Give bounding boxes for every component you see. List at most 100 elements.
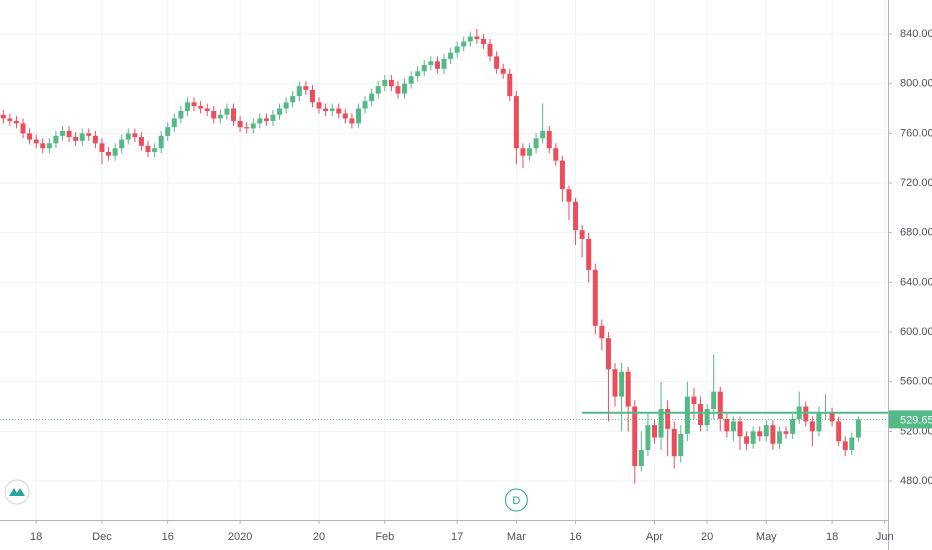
candle-body bbox=[217, 114, 223, 119]
candle-body bbox=[671, 428, 677, 457]
candle-body bbox=[283, 102, 289, 109]
candle-body bbox=[533, 138, 539, 149]
candle-body bbox=[441, 58, 447, 69]
candle-body bbox=[132, 133, 138, 138]
candle-body bbox=[776, 431, 782, 444]
candle-body bbox=[625, 371, 631, 407]
x-tick-label: 20 bbox=[313, 531, 325, 543]
candle-body bbox=[125, 133, 131, 140]
event-marker bbox=[504, 488, 528, 512]
candle-body bbox=[66, 130, 72, 138]
candle-body bbox=[382, 79, 388, 87]
candle-body bbox=[421, 65, 427, 72]
candle-body bbox=[494, 56, 500, 69]
candle-body bbox=[79, 133, 85, 141]
candle-body bbox=[809, 421, 815, 432]
plot bbox=[0, 29, 893, 484]
candle-body bbox=[73, 137, 79, 141]
candle-body bbox=[211, 111, 217, 119]
x-tick-label: Dec bbox=[92, 531, 112, 543]
candle-body bbox=[7, 118, 13, 121]
candle-body bbox=[829, 412, 835, 422]
candle-body bbox=[138, 137, 144, 146]
candle-body bbox=[665, 408, 671, 429]
candle-body bbox=[165, 127, 171, 136]
logo[interactable] bbox=[4, 479, 30, 505]
candle-body bbox=[816, 412, 822, 432]
candle-body bbox=[559, 160, 565, 190]
candle-body bbox=[619, 371, 625, 397]
candle-body bbox=[99, 143, 105, 152]
logo-circle[interactable] bbox=[4, 479, 30, 505]
candle-body bbox=[428, 61, 434, 66]
candle-body bbox=[566, 189, 572, 202]
candle-body bbox=[573, 201, 579, 231]
candle-body bbox=[790, 418, 796, 434]
candle-body bbox=[13, 120, 19, 124]
candle-body bbox=[553, 148, 559, 161]
y-tick-label: 840.00 bbox=[900, 28, 932, 40]
last-price-box bbox=[889, 410, 932, 429]
y-tick-label: 640.00 bbox=[900, 276, 932, 288]
candle-body bbox=[855, 419, 861, 438]
logo-icon[interactable] bbox=[9, 488, 25, 496]
candle-body bbox=[250, 123, 256, 129]
candle-body bbox=[27, 133, 33, 140]
x-tick-label: Jun bbox=[876, 531, 894, 543]
candle-body bbox=[204, 108, 210, 112]
candle-body bbox=[0, 114, 6, 119]
candle-body bbox=[152, 148, 158, 152]
candle-body bbox=[586, 238, 592, 270]
candle-body bbox=[684, 396, 690, 434]
x-tick-label: 2020 bbox=[228, 531, 252, 543]
candle-body bbox=[86, 133, 92, 136]
candle-body bbox=[724, 418, 730, 432]
candle-body bbox=[678, 433, 684, 457]
candle-body bbox=[309, 89, 315, 103]
candle-body bbox=[744, 436, 750, 444]
candle-body bbox=[546, 130, 552, 149]
x-tick-label: 18 bbox=[30, 531, 42, 543]
x-tick-label: 16 bbox=[162, 531, 174, 543]
candle-body bbox=[388, 79, 394, 87]
y-tick-label: 560.00 bbox=[900, 376, 932, 388]
x-tick-label: Mar bbox=[507, 531, 526, 543]
candle-body bbox=[474, 36, 480, 39]
x-tick-label: 18 bbox=[826, 531, 838, 543]
candle-body bbox=[46, 143, 52, 149]
candle-body bbox=[53, 135, 59, 144]
candle-body bbox=[763, 425, 769, 437]
candle-body bbox=[316, 102, 322, 109]
candle-body bbox=[842, 441, 848, 450]
x-tick-label: 16 bbox=[569, 531, 581, 543]
x-tick-label: Apr bbox=[646, 531, 663, 543]
axes: 480.00520.00560.00600.00640.00680.00720.… bbox=[30, 28, 932, 543]
candle-body bbox=[362, 101, 368, 109]
candle-body bbox=[730, 421, 736, 432]
candle-body bbox=[145, 145, 151, 152]
candle-body bbox=[237, 120, 243, 128]
candle-body bbox=[612, 369, 618, 397]
candle-body bbox=[191, 102, 197, 107]
candle-body bbox=[658, 408, 664, 438]
candle-body bbox=[178, 111, 184, 119]
candle-body bbox=[329, 108, 335, 112]
candle-body bbox=[106, 151, 112, 156]
candle-body bbox=[33, 139, 39, 144]
candle-body bbox=[717, 391, 723, 419]
candle-body bbox=[513, 96, 519, 149]
candle-body bbox=[231, 108, 237, 121]
candle-body bbox=[711, 391, 717, 409]
candle-body bbox=[448, 52, 454, 59]
y-tick-label: 680.00 bbox=[900, 227, 932, 239]
candle-body bbox=[704, 408, 710, 426]
candle-body bbox=[434, 61, 440, 69]
x-tick-label: 17 bbox=[451, 531, 463, 543]
y-tick-label: 800.00 bbox=[900, 78, 932, 90]
y-tick-label: 480.00 bbox=[900, 475, 932, 487]
candle-body bbox=[540, 130, 546, 139]
candle-body bbox=[691, 396, 697, 405]
candle-body bbox=[783, 431, 789, 434]
